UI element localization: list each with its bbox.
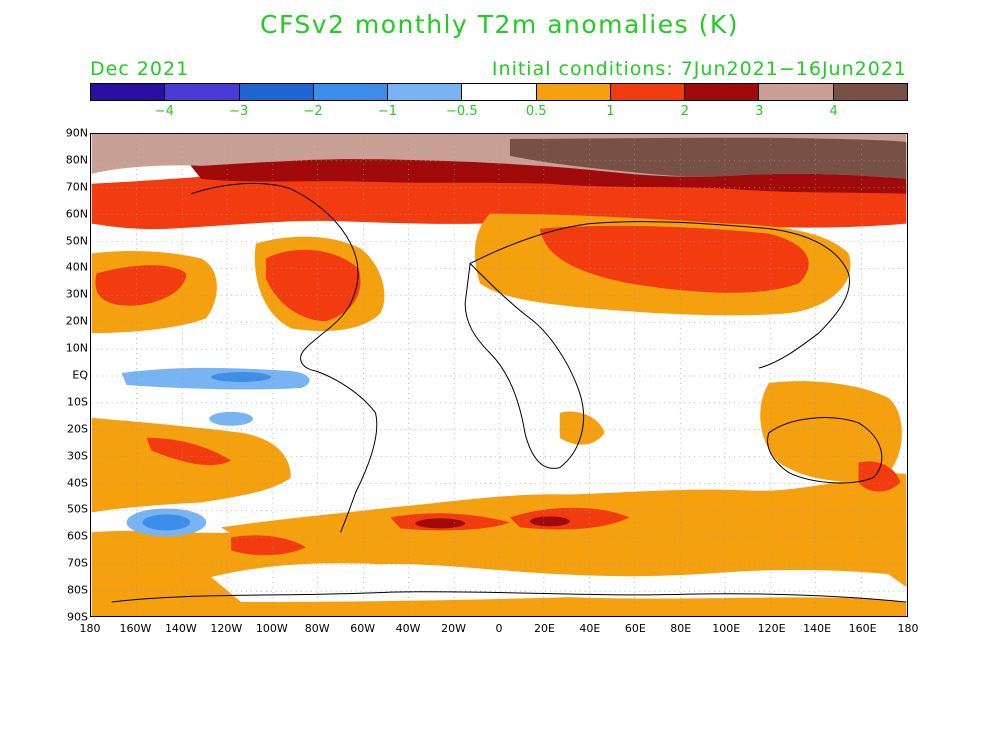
latitude-tick-label: 20S	[67, 422, 88, 436]
cool-core-south-pacific	[142, 514, 191, 531]
anomaly-map	[90, 133, 908, 617]
longitude-tick-label: 140W	[164, 622, 197, 635]
colorbar-swatch	[91, 84, 166, 100]
colorbar-swatch	[833, 84, 907, 100]
latitude-tick-label: 40N	[65, 260, 88, 274]
colorbar-swatch	[462, 84, 537, 100]
southern-ocean-core-1	[415, 518, 466, 529]
latitude-tick-label: 90S	[67, 610, 88, 624]
colorbar-tick-label: −2	[303, 104, 323, 119]
longitude-tick-label: 180	[897, 622, 919, 635]
colorbar-swatch	[388, 84, 463, 100]
longitude-tick-label: 160W	[119, 622, 152, 635]
latitude-tick-label: 10S	[67, 395, 88, 409]
colorbar-swatch	[165, 84, 240, 100]
latitude-tick-label: 60S	[67, 529, 88, 543]
colorbar-tick-label: 1	[606, 104, 615, 119]
latitude-tick-label: 60N	[65, 207, 88, 221]
colorbar-tick-label: −1	[377, 104, 398, 119]
longitude-tick-label: 120W	[210, 622, 243, 635]
latitude-tick-label: 80S	[67, 583, 88, 597]
north-america-hot	[265, 249, 361, 322]
longitude-tick-label: 40W	[395, 622, 421, 635]
latitude-tick-label: 10N	[65, 341, 88, 355]
arctic-darkest	[509, 137, 907, 179]
latitude-tick-label: 30S	[67, 449, 88, 463]
colorbar-swatch	[313, 84, 389, 100]
australia-hot	[858, 461, 901, 492]
colorbar-tick-label: 4	[829, 104, 838, 119]
longitude-tick-label: 20E	[533, 622, 555, 635]
colorbar-tick-label: 2	[680, 104, 690, 119]
latitude-tick-label: 50S	[67, 502, 88, 516]
latitude-tick-label: 90N	[65, 126, 88, 140]
africa-warm	[559, 411, 605, 445]
equatorial-cool-core	[211, 372, 271, 382]
colorbar-tick-label: 3	[755, 104, 764, 119]
longitude-tick-label: 60W	[350, 622, 376, 635]
longitude-tick-label: 180	[79, 622, 101, 635]
australia-warm	[760, 381, 902, 482]
longitude-tick-label: 80E	[670, 622, 692, 635]
colorbar-swatch	[536, 84, 611, 100]
latitude-tick-label: 80N	[65, 153, 88, 167]
south-pacific-hot	[231, 535, 306, 556]
colorbar-swatch	[610, 84, 686, 100]
longitude-tick-label: 100E	[712, 622, 741, 635]
colorbar-swatch	[239, 84, 314, 100]
latitude-tick-label: 50N	[65, 234, 88, 248]
colorbar-swatch	[685, 84, 760, 100]
longitude-tick-label: 80W	[304, 622, 330, 635]
colorbar-tick-label: 0.5	[525, 104, 547, 119]
longitude-tick-label: 100W	[255, 622, 288, 635]
longitude-tick-label: 120E	[757, 622, 786, 635]
colorbar-swatch	[759, 84, 834, 100]
longitude-tick-label: 60E	[624, 622, 646, 635]
longitude-tick-label: 20W	[441, 622, 466, 635]
latitude-tick-label: EQ	[72, 368, 88, 382]
latitude-tick-label: 30N	[65, 287, 88, 301]
southern-ocean-core-2	[529, 516, 570, 527]
eurasia-hot	[539, 225, 809, 293]
coastlines	[111, 182, 907, 603]
south-pacific-hot-2	[146, 437, 232, 466]
north-pacific-hot	[95, 265, 187, 306]
colorbar	[90, 83, 908, 101]
longitude-tick-label: 160E	[848, 622, 877, 635]
latitude-tick-label: 40S	[67, 476, 88, 490]
latitude-tick-label: 70S	[67, 556, 88, 570]
valid-month-label: Dec 2021	[90, 58, 190, 80]
longitude-tick-label: 140E	[803, 622, 832, 635]
south-pacific-cool-patch	[209, 411, 254, 426]
initial-conditions-label: Initial conditions: 7Jun2021−16Jun2021	[491, 58, 907, 80]
colorbar-tick-label: −3	[229, 104, 249, 119]
longitude-tick-label: 0	[495, 622, 503, 635]
colorbar-tick-label: −4	[154, 104, 174, 119]
latitude-tick-label: 20N	[65, 314, 88, 328]
longitude-tick-label: 40E	[579, 622, 601, 635]
colorbar-tick-label: −0.5	[446, 104, 478, 119]
latitude-tick-label: 70N	[65, 180, 88, 194]
south-pacific-warm	[91, 417, 291, 513]
graticule	[91, 134, 907, 616]
chart-title: CFSv2 monthly T2m anomalies (K)	[260, 10, 739, 39]
